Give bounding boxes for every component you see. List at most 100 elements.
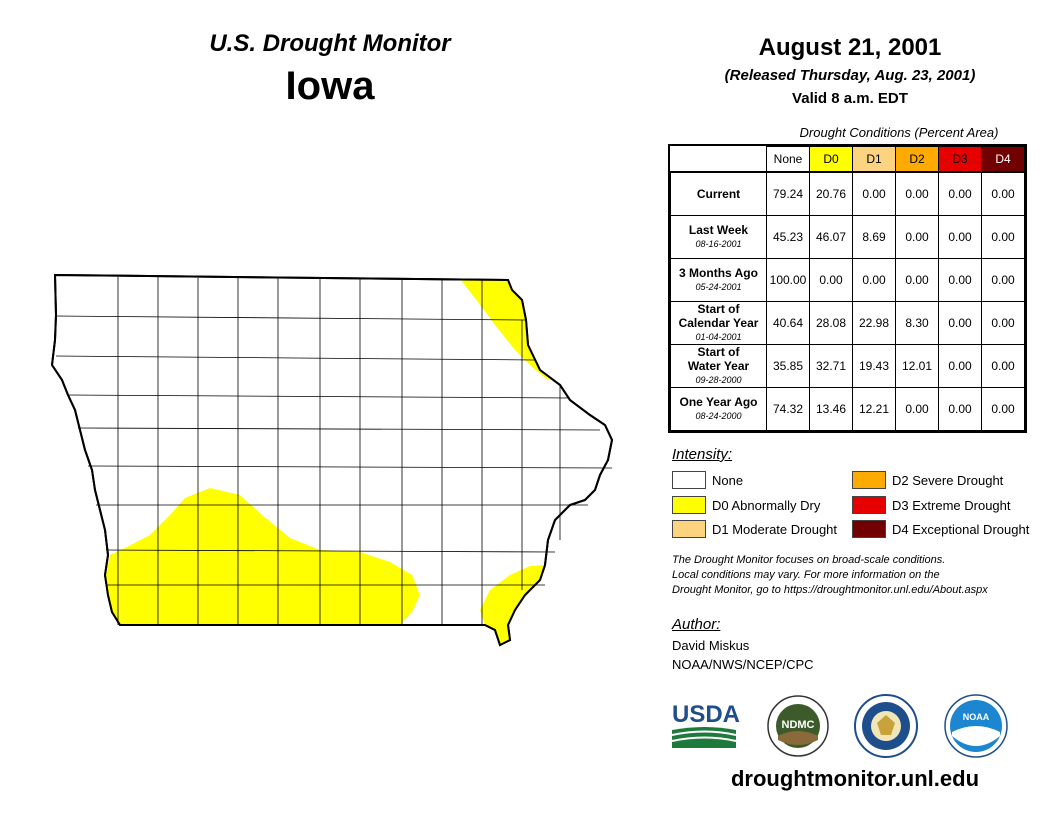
table-row: Start of Calendar Year 01-04-2001 40.64 28… [670,301,1025,345]
legend-item-d3: D3 Extreme Drought [852,496,1011,514]
legend-item-d2: D2 Severe Drought [852,471,1003,489]
row-label: Current [670,171,767,216]
legend-label: D0 Abnormally Dry [712,497,821,513]
agency-logos: USDA NDMC NOAA [671,694,1008,758]
legend-item-none: None [672,471,743,489]
legend-label: D4 Exceptional Drought [892,521,1030,537]
legend-swatch [852,471,886,489]
legend-label: D3 Extreme Drought [892,497,1011,513]
table-cell: 0.00 [981,301,1025,345]
row-date: 05-24-2001 [695,282,742,292]
note-line: The Drought Monitor focuses on broad-sca… [672,554,946,566]
row-title: Last Week [688,223,749,237]
legend-swatch [672,520,706,538]
category-d2: D2 [895,146,939,173]
legend-swatch [852,520,886,538]
category-d3: D3 [938,146,982,173]
category-d0: D0 [809,146,853,173]
table-cell: 32.71 [809,344,853,388]
county-lines [54,277,613,625]
category-d4: D4 [981,146,1025,173]
table-cell: 0.00 [809,258,853,302]
usda-logo: USDA [671,701,740,748]
author-title: Author: [672,616,721,633]
row-date: 08-24-2000 [695,411,742,421]
table-cell: 0.00 [938,344,982,388]
row-date: 08-16-2001 [695,239,742,249]
state-title: Iowa [285,64,375,108]
legend-label: D2 Severe Drought [892,472,1004,488]
table-cell: 0.00 [981,344,1025,388]
table-cell: 0.00 [981,171,1025,216]
row-title-line2: Water Year [687,359,750,373]
d0-area-south-central [106,488,420,625]
row-label: One Year Ago 08-24-2000 [670,387,767,431]
row-title: Start of [697,345,740,359]
table-cell: 0.00 [938,171,982,216]
row-title-line2: Calendar Year [678,316,759,330]
table-cell: 0.00 [938,301,982,345]
release-date: (Released Thursday, Aug. 23, 2001) [724,67,976,84]
noaa-logo: NOAA [944,694,1008,758]
ndmc-logo-text: NDMC [782,719,815,731]
row-label: Last Week 08-16-2001 [670,215,767,259]
legend-label: None [712,472,744,488]
row-title: Start of [697,302,740,316]
map-subtitle: U.S. Drought Monitor [209,30,451,57]
legend-item-d4: D4 Exceptional Drought [852,520,1029,538]
table-cell: 12.01 [895,344,939,388]
table-cell: 13.46 [809,387,853,431]
note-line: Drought Monitor, go to https://droughtmo… [672,584,988,596]
row-date: 09-28-2000 [695,375,742,385]
table-cell: 0.00 [852,258,896,302]
iowa-drought-map [50,273,614,647]
iowa-state-border [50,273,614,647]
table-cell: 100.00 [766,258,810,302]
category-header-row: None D0 D1 D2 D3 D4 [670,146,1025,173]
legend-swatch [672,471,706,489]
row-title: Current [696,187,741,201]
row-date: 01-04-2001 [695,332,742,342]
table-cell: 0.00 [852,171,896,216]
row-label: 3 Months Ago 05-24-2001 [670,258,767,302]
table-cell: 0.00 [895,387,939,431]
table-cell: 45.23 [766,215,810,259]
table-cell: 46.07 [809,215,853,259]
map-date: August 21, 2001 [758,34,942,61]
table-cell: 0.00 [895,258,939,302]
legend-title: Intensity: [672,446,733,463]
table-cell: 0.00 [981,387,1025,431]
table-cell: 40.64 [766,301,810,345]
usda-logo-text: USDA [672,701,740,728]
commerce-seal-logo [854,694,918,758]
table-cell: 0.00 [895,171,939,216]
legend-label: D1 Moderate Drought [712,521,838,537]
table-cell: 8.69 [852,215,896,259]
row-title: One Year Ago [679,395,758,409]
noaa-logo-text: NOAA [963,712,990,722]
table-cell: 19.43 [852,344,896,388]
legend-swatch [852,496,886,514]
table-row: One Year Ago 08-24-2000 74.32 13.46 12.21… [670,387,1025,431]
table-row: Last Week 08-16-2001 45.23 46.07 8.69 0.0… [670,215,1025,259]
table-cell: 8.30 [895,301,939,345]
row-label: Start of Water Year 09-28-2000 [670,344,767,388]
table-row: Current 79.24 20.76 0.00 0.00 0.00 0.00 [670,171,1025,216]
table-caption: Drought Conditions (Percent Area) [799,125,999,140]
table-cell: 74.32 [766,387,810,431]
drought-monitor-note: The Drought Monitor focuses on broad-sca… [672,553,1042,598]
table-cell: 0.00 [938,258,982,302]
d0-area-northeast [460,279,556,382]
valid-time: Valid 8 a.m. EDT [792,90,908,107]
table-cell: 0.00 [895,215,939,259]
table-cell: 0.00 [938,387,982,431]
table-row: 3 Months Ago 05-24-2001 100.00 0.00 0.00 … [670,258,1025,302]
legend-item-d0: D0 Abnormally Dry [672,496,820,514]
author-name: David Miskus [672,638,750,653]
header-corner [671,147,767,173]
website-url[interactable]: droughtmonitor.unl.edu [730,766,980,791]
row-title: 3 Months Ago [679,266,758,280]
table-cell: 22.98 [852,301,896,345]
table-cell: 79.24 [766,171,810,216]
table-cell: 0.00 [981,215,1025,259]
